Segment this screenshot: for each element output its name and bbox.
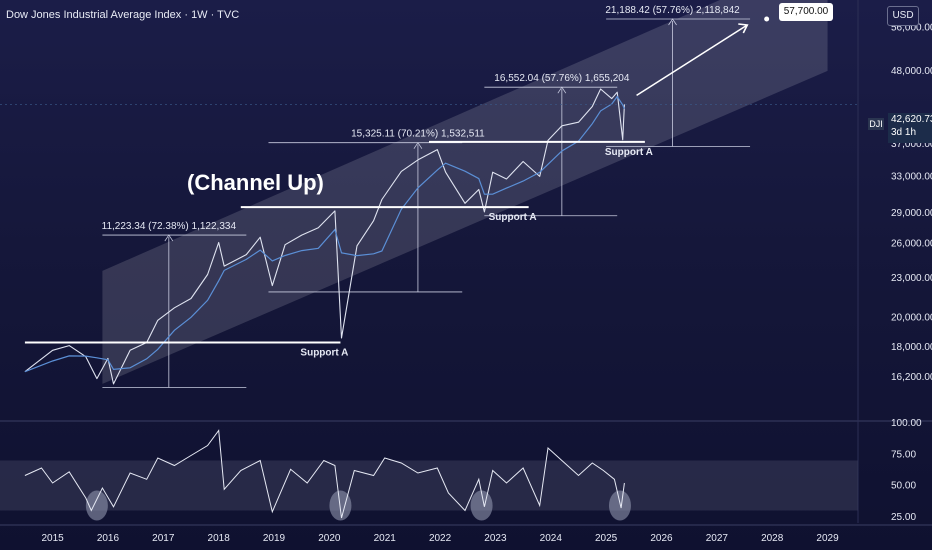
support-label: Support A [300,348,348,359]
price-axis-tick: 20,000.00 [891,313,932,324]
channel-up-band [102,0,828,384]
time-axis-tick: 2022 [429,533,452,544]
time-axis-tick: 2018 [208,533,231,544]
target-point [764,16,770,22]
price-axis-tick: 18,000.00 [891,342,932,353]
time-axis-tick: 2024 [540,533,563,544]
rsi-oversold-highlight [470,490,493,521]
price-axis-tick: 26,000.00 [891,239,932,250]
time-axis-tick: 2027 [706,533,729,544]
measure-arrow-head [668,18,677,26]
target-arrow-shaft [636,24,748,97]
rsi-oversold-highlight [608,490,631,521]
rsi-band [0,460,858,511]
price-axis-tick: 37,000.00 [891,139,932,150]
time-axis-tick: 2021 [374,533,397,544]
measure-arrow-head [557,86,567,94]
target-arrow-head [738,23,749,34]
bar-countdown: 3d 1h [891,127,917,138]
price-axis-tick: 48,000.00 [891,66,932,77]
currency-selector[interactable]: USD [887,6,919,26]
price-axis-tick: 33,000.00 [891,171,932,182]
price-axis-tick: 29,000.00 [891,208,932,219]
measure-arrow-head [164,234,174,242]
price-series-line [24,88,625,385]
measure-arrow-head [413,141,423,149]
time-axis-tick: 2028 [761,533,784,544]
last-price-tag: 42,620.73 3d 1h [888,113,932,143]
rsi-axis-tick: 50.00 [891,481,916,492]
time-axis-tick: 2025 [595,533,618,544]
rsi-axis-tick: 100.00 [891,418,922,429]
time-axis-tick: 2016 [97,533,120,544]
price-axis-tick: 16,200.00 [891,372,932,383]
price-axis-tick: 56,000.00 [891,22,932,33]
moving-average-line [24,95,625,373]
target-price-label: 57,700.00 [779,3,833,21]
support-label: Support A [489,212,537,223]
symbol-tag: DJI [868,118,884,130]
price-axis-tick: 23,000.00 [891,273,932,284]
support-label: Support A [605,147,653,158]
measure-label: 21,188.42 (57.76%) 2,118,842 [605,5,740,16]
rsi-line [24,429,625,519]
time-axis-tick: 2019 [263,533,286,544]
time-axis-tick: 2029 [816,533,839,544]
measure-label: 11,223.34 (72.38%) 1,122,334 [102,221,237,232]
measure-label: 16,552.04 (57.76%) 1,655,204 [494,73,630,84]
last-price-value: 42,620.73 [891,114,932,125]
time-axis-tick: 2015 [41,533,64,544]
rsi-axis-tick: 75.00 [891,449,916,460]
rsi-oversold-highlight [85,490,108,521]
time-axis-tick: 2017 [152,533,175,544]
channel-up-annotation: (Channel Up) [187,170,324,195]
measure-label: 15,325.11 (70.21%) 1,532,511 [351,129,485,140]
time-axis-tick: 2023 [484,533,507,544]
rsi-axis-tick: 25.00 [891,512,916,523]
time-axis-tick: 2020 [318,533,341,544]
time-axis-tick: 2026 [650,533,673,544]
chart-title: Dow Jones Industrial Average Index · 1W … [6,9,240,21]
